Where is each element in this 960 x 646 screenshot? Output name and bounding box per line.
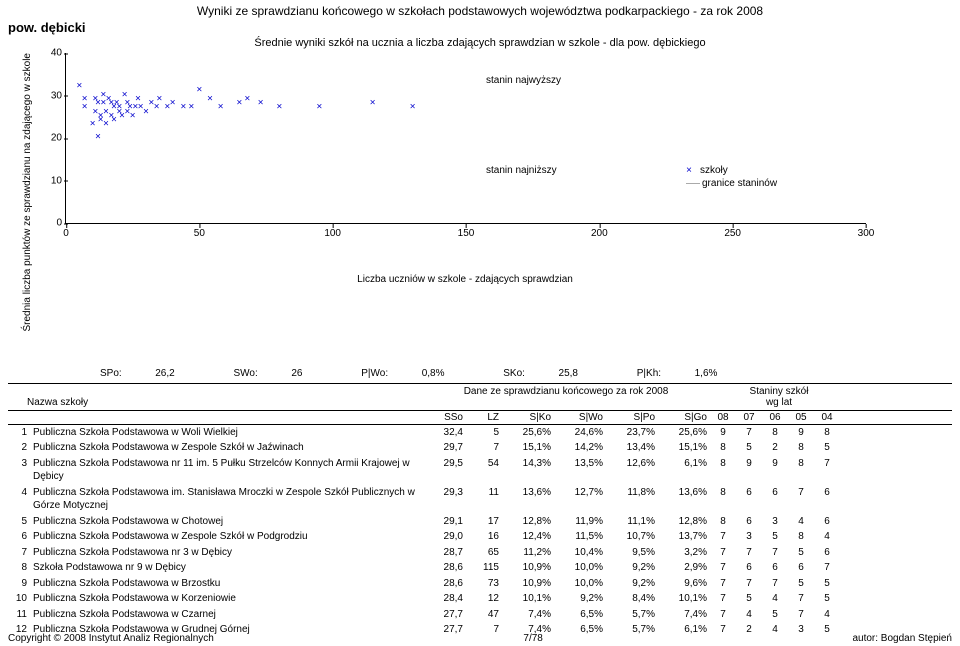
table-row: 8Szkoła Podstawowa nr 9 w Dębicy28,61151… bbox=[8, 560, 952, 576]
table-row: 11Publiczna Szkoła Podstawowa w Czarnej2… bbox=[8, 607, 952, 623]
table-row: 10Publiczna Szkoła Podstawowa w Korzenio… bbox=[8, 591, 952, 607]
data-point: × bbox=[258, 99, 264, 110]
data-point: × bbox=[244, 94, 250, 105]
x-tick: 250 bbox=[724, 228, 741, 239]
page-title: Wyniki ze sprawdzianu końcowego w szkoła… bbox=[0, 4, 960, 18]
y-tick: 0 bbox=[42, 218, 62, 229]
data-point: × bbox=[196, 86, 202, 97]
region-subtitle: pow. dębicki bbox=[8, 20, 960, 35]
page-number: 7/78 bbox=[523, 633, 542, 644]
copyright: Copyright © 2008 Instytut Analiz Regiona… bbox=[8, 633, 214, 644]
x-tick: 150 bbox=[458, 228, 475, 239]
y-axis-label: Średnia liczba punktów ze sprawdzianu na… bbox=[20, 53, 35, 332]
footer: Copyright © 2008 Instytut Analiz Regiona… bbox=[0, 633, 960, 644]
y-tick: 20 bbox=[42, 133, 62, 144]
data-point: × bbox=[276, 103, 282, 114]
data-point: × bbox=[180, 103, 186, 114]
table-body: 1Publiczna Szkoła Podstawowa w Woli Wiel… bbox=[8, 425, 952, 638]
table-row: 1Publiczna Szkoła Podstawowa w Woli Wiel… bbox=[8, 425, 952, 441]
stats-row: SPo: 26,2 SWo: 26 P|Wo: 0,8% SKo: 25,8 P… bbox=[100, 368, 960, 379]
data-point: × bbox=[410, 103, 416, 114]
data-point: × bbox=[188, 103, 194, 114]
data-point: × bbox=[156, 94, 162, 105]
table-row: 4Publiczna Szkoła Podstawowa im. Stanisł… bbox=[8, 485, 952, 514]
author: autor: Bogdan Stępień bbox=[852, 633, 952, 644]
data-point: × bbox=[236, 99, 242, 110]
data-point: × bbox=[170, 99, 176, 110]
y-tick: 10 bbox=[42, 175, 62, 186]
annot-low: stanin najniższy bbox=[486, 165, 557, 176]
data-point: × bbox=[90, 120, 96, 131]
table-row: 5Publiczna Szkoła Podstawowa w Chotowej2… bbox=[8, 514, 952, 530]
table-row: 9Publiczna Szkoła Podstawowa w Brzostku2… bbox=[8, 576, 952, 592]
x-axis-label: Liczba uczniów w szkole - zdających spra… bbox=[357, 274, 573, 285]
table-row: 3Publiczna Szkoła Podstawowa nr 11 im. 5… bbox=[8, 456, 952, 485]
data-point: × bbox=[95, 133, 101, 144]
annot-high: stanin najwyższy bbox=[486, 75, 561, 86]
data-point: × bbox=[370, 99, 376, 110]
x-tick: 300 bbox=[858, 228, 875, 239]
chart: Średnia liczba punktów ze sprawdzianu na… bbox=[20, 53, 960, 332]
plot-area: stanin najwyższy stanin najniższy ×szkoł… bbox=[65, 53, 866, 224]
chart-title: Średnie wyniki szkół na ucznia a liczba … bbox=[0, 37, 960, 49]
table-row: 6Publiczna Szkoła Podstawowa w Zespole S… bbox=[8, 529, 952, 545]
data-point: × bbox=[218, 103, 224, 114]
table-row: 7Publiczna Szkoła Podstawowa nr 3 w Dębi… bbox=[8, 545, 952, 561]
data-point: × bbox=[207, 94, 213, 105]
table-header-groups: Nazwa szkoły Dane ze sprawdzianu końcowe… bbox=[8, 383, 952, 411]
x-tick: 100 bbox=[324, 228, 341, 239]
legend: ×szkoły granice staninów bbox=[686, 165, 777, 190]
table-row: 2Publiczna Szkoła Podstawowa w Zespole S… bbox=[8, 440, 952, 456]
x-tick: 0 bbox=[63, 228, 69, 239]
y-tick: 40 bbox=[42, 48, 62, 59]
x-tick: 50 bbox=[194, 228, 205, 239]
x-tick: 200 bbox=[591, 228, 608, 239]
table-header-cols: SSo LZ S|Ko S|Wo S|Po S|Go 08 07 06 05 0… bbox=[8, 411, 952, 425]
data-point: × bbox=[76, 82, 82, 93]
data-point: × bbox=[82, 103, 88, 114]
table: Nazwa szkoły Dane ze sprawdzianu końcowe… bbox=[8, 383, 952, 638]
y-tick: 30 bbox=[42, 90, 62, 101]
data-point: × bbox=[316, 103, 322, 114]
